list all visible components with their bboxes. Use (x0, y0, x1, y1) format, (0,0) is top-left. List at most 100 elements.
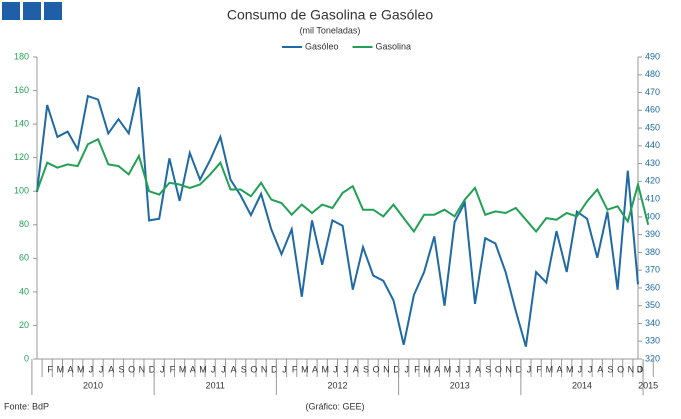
x-tick-label: J (466, 364, 471, 374)
x-tick-label: F (47, 364, 53, 374)
y-tick-label: 140 (14, 118, 29, 128)
year-label: 2015 (638, 380, 658, 390)
chart-subtitle: (mil Toneladas) (300, 25, 361, 35)
logo-square (2, 2, 20, 20)
logo-square (44, 2, 62, 20)
y2-tick-label: 350 (645, 300, 660, 310)
y2-tick-label: 390 (645, 229, 660, 239)
x-tick-label: A (557, 364, 563, 374)
y2-tick-label: 460 (645, 105, 660, 115)
x-tick-label: N (505, 364, 512, 374)
y2-tick-label: 400 (645, 211, 660, 221)
year-label: 2013 (450, 380, 470, 390)
y2-tick-label: 420 (645, 176, 660, 186)
x-tick-label: M (77, 364, 85, 374)
x-tick-label: D (637, 364, 644, 374)
x-tick-label: S (607, 364, 613, 374)
x-tick-label: S (363, 364, 369, 374)
x-tick-label: J (638, 364, 643, 374)
x-tick-label: A (353, 364, 359, 374)
y2-tick-label: 370 (645, 265, 660, 275)
y2-tick-label: 380 (645, 247, 660, 257)
y-tick-label: 60 (19, 253, 29, 263)
x-tick-label: J (211, 364, 216, 374)
x-tick-label: M (444, 364, 452, 374)
series-line (36, 86, 639, 347)
x-tick-label: M (57, 364, 65, 374)
y-tick-label: 20 (19, 320, 29, 330)
year-label: 2010 (83, 380, 103, 390)
x-tick-label: J (89, 364, 94, 374)
x-tick-label: A (312, 364, 318, 374)
y2-tick-label: 410 (645, 193, 660, 203)
x-tick-label: N (383, 364, 390, 374)
y2-tick-label: 450 (645, 122, 660, 132)
x-tick-label: J (221, 364, 226, 374)
y2-tick-label: 360 (645, 282, 660, 292)
x-tick-label: F (292, 364, 298, 374)
x-tick-label: A (231, 364, 237, 374)
x-tick-label: D (393, 364, 400, 374)
x-tick-label: M (321, 364, 329, 374)
y-tick-label: 180 (14, 51, 29, 61)
x-tick-label: J (455, 364, 460, 374)
x-tick-label: D (271, 364, 278, 374)
footer-credit: (Gráfico: GEE) (305, 401, 364, 411)
y2-tick-label: 330 (645, 336, 660, 346)
legend-label: Gasolina (376, 41, 412, 51)
x-tick-label: F (170, 364, 176, 374)
x-tick-label: D (149, 364, 156, 374)
x-tick-label: F (414, 364, 420, 374)
x-tick-label: J (588, 364, 593, 374)
year-label: 2011 (206, 380, 225, 390)
x-tick-label: O (495, 364, 502, 374)
x-tick-label: J (527, 364, 532, 374)
x-tick-label: J (343, 364, 348, 374)
y-tick-label: 40 (19, 286, 29, 296)
x-tick-label: M (423, 364, 431, 374)
x-tick-label: A (475, 364, 481, 374)
y2-tick-label: 470 (645, 87, 660, 97)
x-tick-label: M (301, 364, 309, 374)
x-tick-label: O (250, 364, 257, 374)
y2-tick-label: 440 (645, 140, 660, 150)
x-tick-label: M (179, 364, 187, 374)
y-tick-label: 160 (14, 85, 29, 95)
x-tick-label: A (434, 364, 440, 374)
year-label: 2012 (327, 380, 347, 390)
x-tick-label: S (485, 364, 491, 374)
y-tick-label: 120 (14, 152, 29, 162)
x-tick-label: N (139, 364, 146, 374)
x-tick-label: J (282, 364, 287, 374)
x-tick-label: S (241, 364, 247, 374)
x-tick-label: J (99, 364, 104, 374)
x-tick-label: J (333, 364, 338, 374)
y2-tick-label: 480 (645, 69, 660, 79)
legend-label: Gasóleo (305, 41, 339, 51)
x-tick-label: M (566, 364, 574, 374)
x-tick-label: N (261, 364, 268, 374)
x-tick-label: J (160, 364, 165, 374)
x-tick-label: M (546, 364, 554, 374)
y-tick-label: 100 (14, 186, 29, 196)
chart-title: Consumo de Gasolina e Gasóleo (227, 7, 433, 23)
y2-tick-label: 320 (645, 353, 660, 363)
y2-tick-label: 490 (645, 51, 660, 61)
y-tick-label: 0 (24, 353, 29, 363)
x-tick-label: F (536, 364, 542, 374)
x-tick-label: M (199, 364, 207, 374)
logo-square (23, 2, 41, 20)
x-tick-label: A (190, 364, 196, 374)
series-line (36, 137, 650, 234)
x-tick-label: O (128, 364, 135, 374)
x-tick-label: J (404, 364, 409, 374)
y-tick-label: 80 (19, 219, 29, 229)
footer-source: Fonte: BdP (4, 401, 49, 411)
y2-tick-label: 340 (645, 318, 660, 328)
y2-tick-label: 430 (645, 158, 660, 168)
x-tick-label: A (68, 364, 74, 374)
x-tick-label: D (516, 364, 523, 374)
x-tick-label: O (617, 364, 624, 374)
x-tick-label: N (628, 364, 635, 374)
